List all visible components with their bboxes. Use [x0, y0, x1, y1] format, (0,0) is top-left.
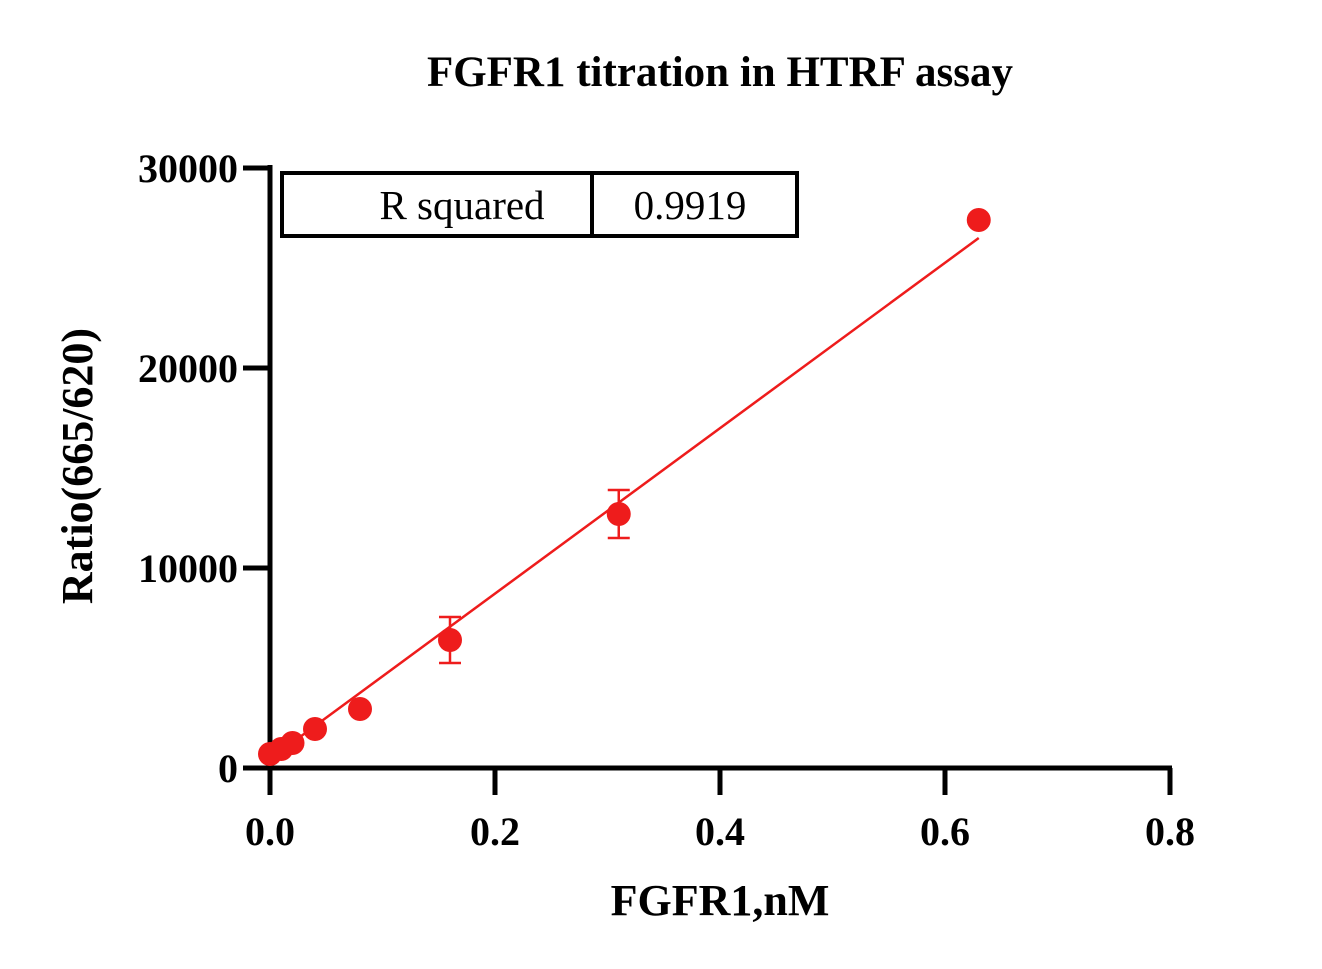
x-tick-label: 0.8 — [1145, 809, 1195, 854]
axes — [267, 165, 1172, 771]
data-point — [966, 208, 991, 232]
y-tick-label: 20000 — [138, 346, 238, 391]
x-tick-label: 0.0 — [245, 809, 295, 854]
x-tick-label: 0.2 — [470, 809, 520, 854]
r-squared-value: 0.9919 — [634, 182, 747, 228]
data-point — [303, 717, 327, 741]
data-point — [438, 628, 462, 652]
data-point — [280, 731, 305, 755]
chart-title: FGFR1 titration in HTRF assay — [427, 49, 1014, 96]
y-tick-label: 0 — [218, 746, 238, 791]
y-ticks: 0 10000 20000 30000 — [138, 146, 270, 791]
x-tick-label: 0.6 — [920, 809, 970, 854]
y-tick-label: 30000 — [138, 146, 238, 191]
x-axis-label: FGFR1,nM — [611, 876, 830, 925]
plot-layer — [258, 208, 991, 766]
data-point — [606, 502, 631, 526]
stats-table-border — [280, 171, 799, 238]
y-axis-label: Ratio(665/620) — [53, 328, 102, 604]
x-ticks: 0.0 0.2 0.4 0.6 0.8 — [245, 768, 1195, 854]
x-tick-label: 0.4 — [695, 809, 745, 854]
y-tick-label: 10000 — [138, 546, 238, 591]
r-squared-label: R squared — [379, 182, 544, 228]
fit-line — [269, 236, 980, 761]
data-point — [348, 697, 372, 721]
stats-table: R squared 0.9919 — [280, 171, 799, 238]
